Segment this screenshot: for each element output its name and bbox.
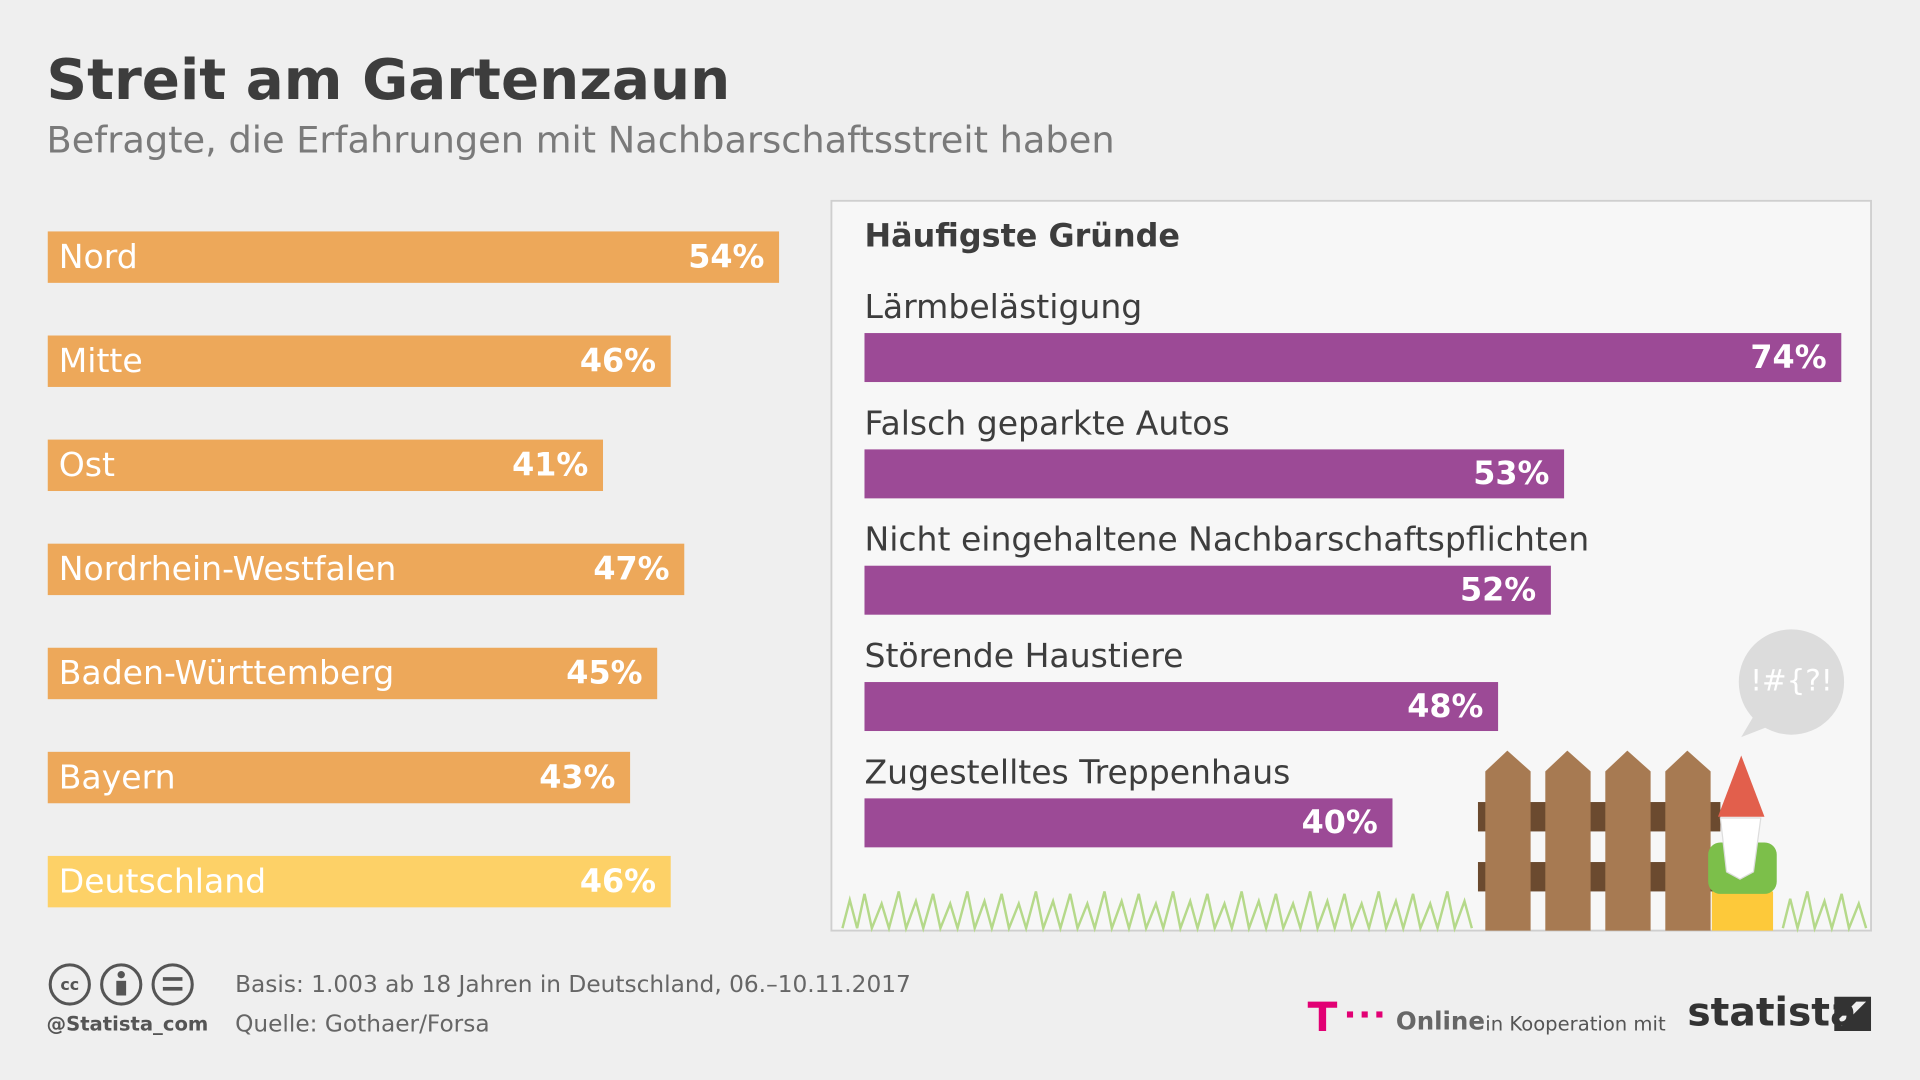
cooperation: in Kooperation mit [1485, 1012, 1666, 1035]
grass [841, 891, 1868, 934]
bar [864, 449, 1565, 499]
partner: Online [1396, 1006, 1485, 1035]
value-label: 47% [593, 550, 669, 588]
category-label: Nordrhein-Westfalen [59, 549, 397, 588]
value-label: 46% [580, 862, 656, 900]
value-label: 54% [688, 237, 764, 275]
bar [864, 682, 1499, 732]
category-label: Zugestelltes Treppenhaus [864, 752, 1290, 791]
value-label: 74% [1750, 338, 1826, 376]
bar [864, 565, 1551, 615]
source: Quelle: Gothaer/Forsa [235, 1010, 490, 1037]
value-label: 41% [512, 446, 588, 484]
brand: statista [1687, 991, 1856, 1036]
category-label: Deutschland [59, 861, 266, 900]
value-label: 40% [1302, 803, 1378, 841]
category-label: Nord [59, 237, 138, 276]
bar [47, 335, 671, 387]
value-label: 45% [566, 654, 642, 692]
category-label: Störende Haustiere [864, 636, 1183, 675]
bar [47, 751, 631, 804]
speech-bubble: !#{?! [1738, 629, 1845, 738]
bubble-text: !#{?! [1750, 664, 1832, 698]
value-label: 46% [580, 341, 656, 379]
bar [47, 647, 658, 700]
value-label: 48% [1407, 687, 1483, 725]
brand-logo [1834, 996, 1872, 1032]
bar [47, 855, 671, 908]
bar [864, 333, 1842, 383]
category-label: Lärmbelästigung [864, 287, 1142, 326]
fence [1477, 750, 1721, 931]
category-label: Falsch geparkte Autos [864, 403, 1229, 442]
value-label: 43% [539, 758, 615, 796]
category-label: Baden-Württemberg [59, 653, 395, 692]
category-label: Ost [59, 445, 115, 484]
bar [47, 231, 780, 283]
cc-icons: cc [48, 963, 194, 1006]
value-label: 52% [1460, 570, 1536, 608]
gnome [1708, 755, 1777, 931]
handle: @Statista_com [47, 1012, 209, 1035]
basis: Basis: 1.003 ab 18 Jahren in Deutschland… [235, 971, 911, 998]
svg-text:cc: cc [60, 975, 79, 994]
bar [47, 439, 604, 492]
value-label: 53% [1473, 454, 1549, 492]
category-label: Mitte [59, 341, 143, 380]
panel-title: Häufigste Gründe [864, 217, 1179, 255]
telekom-logo [1307, 1001, 1383, 1032]
bar [47, 543, 685, 596]
bar [864, 798, 1393, 848]
title: Streit am Gartenzaun [47, 48, 731, 113]
subtitle: Befragte, die Erfahrungen mit Nachbarsch… [47, 119, 1115, 162]
category-label: Nicht eingehaltene Nachbarschaftspflicht… [864, 520, 1589, 559]
category-label: Bayern [59, 757, 176, 796]
